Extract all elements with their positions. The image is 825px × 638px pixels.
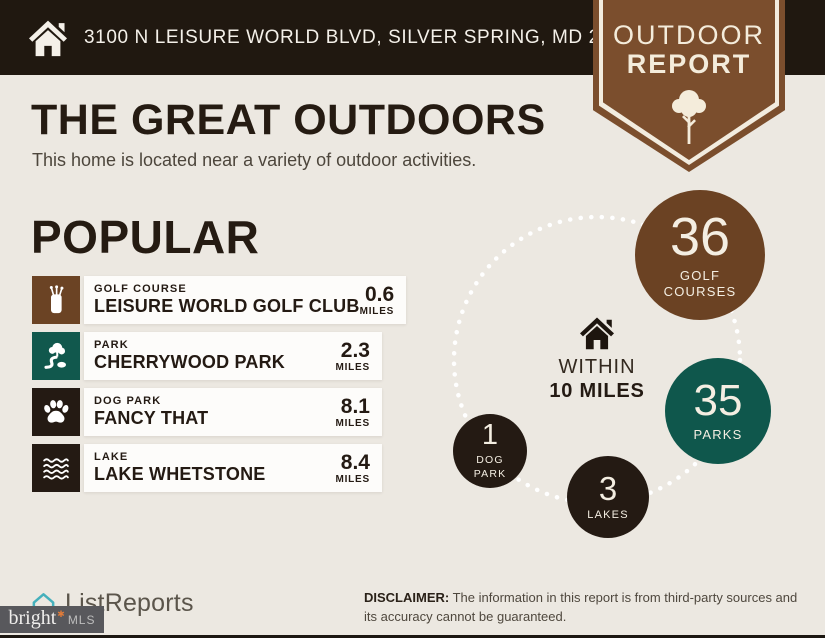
poi-category: LAKE bbox=[94, 451, 129, 463]
tree-icon bbox=[672, 90, 706, 145]
stat-dog-park: 1 DOG PARK bbox=[453, 414, 527, 488]
poi-distance-unit: MILES bbox=[359, 305, 395, 317]
poi-distance-value: 0.6 bbox=[364, 282, 395, 306]
poi-name: CHERRYWOOD PARK bbox=[94, 352, 285, 372]
disclaimer-text: DISCLAIMER: The information in this repo… bbox=[364, 589, 798, 627]
disclaimer-body: The information in this report is from t… bbox=[364, 590, 798, 624]
stat-lakes: 3 LAKES bbox=[567, 456, 649, 538]
poi-distance-value: 8.4 bbox=[340, 450, 370, 474]
paw-icon bbox=[32, 388, 80, 436]
poi-category: PARK bbox=[94, 339, 129, 351]
home-icon bbox=[580, 317, 614, 350]
poi-name: LAKE WHETSTONE bbox=[94, 464, 266, 484]
outdoor-report-badge: OUTDOOR REPORT bbox=[593, 0, 785, 172]
within-radius-label: WITHIN 10 MILES bbox=[522, 316, 672, 403]
list-item-lake: LAKE LAKE WHETSTONE 8.4 MILES bbox=[32, 444, 382, 492]
within-text: WITHIN bbox=[558, 356, 636, 378]
park-icon bbox=[32, 332, 80, 380]
star-icon: ✱ bbox=[57, 609, 65, 619]
badge-title-line2: REPORT bbox=[626, 49, 752, 79]
bottom-border bbox=[0, 635, 825, 638]
poi-card: LAKE LAKE WHETSTONE 8.4 MILES bbox=[84, 444, 382, 492]
poi-category: DOG PARK bbox=[94, 395, 162, 407]
stat-value: 36 bbox=[669, 206, 731, 267]
poi-distance-unit: MILES bbox=[335, 473, 370, 485]
poi-category: GOLF COURSE bbox=[94, 283, 187, 295]
stat-label: GOLF COURSES bbox=[663, 267, 737, 299]
home-icon bbox=[29, 20, 67, 56]
stat-value: 1 bbox=[481, 419, 499, 452]
poi-distance-value: 8.1 bbox=[340, 394, 370, 418]
stat-label: DOG PARK bbox=[473, 454, 507, 480]
list-item-dog-park: DOG PARK FANCY THAT 8.1 MILES bbox=[32, 388, 382, 436]
property-address: 3100 N LEISURE WORLD BLVD, SILVER SPRING… bbox=[84, 26, 645, 48]
bright-wordmark: bright bbox=[8, 607, 57, 629]
poi-name: LEISURE WORLD GOLF CLUB bbox=[94, 296, 360, 316]
page-title: THE GREAT OUTDOORS bbox=[31, 96, 546, 144]
poi-card: PARK CHERRYWOOD PARK 2.3 MILES bbox=[84, 332, 382, 380]
poi-card: DOG PARK FANCY THAT 8.1 MILES bbox=[84, 388, 382, 436]
list-item-park: PARK CHERRYWOOD PARK 2.3 MILES bbox=[32, 332, 382, 380]
poi-distance-unit: MILES bbox=[335, 417, 370, 429]
stat-label: PARKS bbox=[693, 426, 743, 442]
poi-card: GOLF COURSE LEISURE WORLD GOLF CLUB 0.6 … bbox=[84, 276, 407, 324]
page-subtitle: This home is located near a variety of o… bbox=[32, 150, 477, 170]
disclaimer-label: DISCLAIMER: bbox=[364, 590, 450, 605]
bright-mls-logo: bright ✱ MLS bbox=[0, 606, 104, 633]
list-item-golf-course: GOLF COURSE LEISURE WORLD GOLF CLUB 0.6 … bbox=[32, 276, 407, 324]
within-miles: 10 MILES bbox=[549, 380, 645, 402]
stat-parks: 35 PARKS bbox=[665, 358, 771, 464]
mls-suffix: MLS bbox=[67, 613, 96, 627]
golf-bag-icon bbox=[32, 276, 80, 324]
stat-value: 35 bbox=[693, 375, 743, 425]
badge-title-line1: OUTDOOR bbox=[613, 20, 765, 50]
poi-distance-value: 2.3 bbox=[340, 338, 370, 362]
popular-heading: POPULAR bbox=[31, 211, 260, 263]
stat-value: 3 bbox=[598, 469, 618, 507]
poi-distance-unit: MILES bbox=[335, 361, 370, 373]
waves-icon bbox=[32, 444, 80, 492]
stat-golf-courses: 36 GOLF COURSES bbox=[635, 190, 765, 320]
poi-name: FANCY THAT bbox=[94, 408, 209, 428]
stat-label: LAKES bbox=[587, 508, 629, 521]
